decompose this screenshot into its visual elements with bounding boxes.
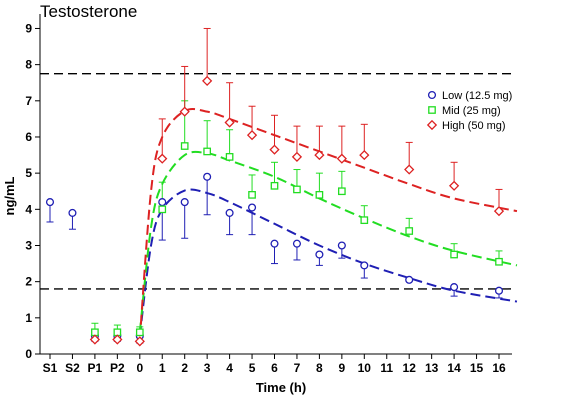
x-tick-label: 12	[403, 361, 417, 375]
x-tick-label: 9	[339, 361, 346, 375]
data-point	[179, 106, 190, 117]
data-point	[495, 257, 503, 266]
chart-title: Testosterone	[40, 2, 137, 21]
data-point	[225, 208, 234, 217]
x-tick-label: 7	[294, 361, 301, 375]
data-point	[134, 336, 145, 347]
data-point	[180, 198, 189, 207]
legend-marker	[428, 106, 436, 114]
x-tick-label: P2	[110, 361, 125, 375]
x-tick-label: 8	[316, 361, 323, 375]
legend-marker	[426, 119, 438, 131]
x-axis-label: Time (h)	[256, 380, 306, 395]
data-point	[337, 187, 346, 196]
x-tick-label: P1	[88, 361, 103, 375]
x-tick-label: 3	[204, 361, 211, 375]
x-tick-label: 4	[226, 361, 233, 375]
data-point	[337, 241, 346, 250]
fit-curve	[138, 150, 518, 333]
y-tick-label: 7	[25, 94, 32, 108]
data-point	[448, 180, 460, 191]
data-point	[180, 142, 189, 150]
legend: Low (12.5 mg) Mid (25 mg) High (50 mg)	[426, 90, 512, 132]
x-tick-label: S2	[65, 361, 80, 375]
data-point	[270, 181, 279, 190]
data-point	[359, 149, 370, 161]
fit-curves	[138, 107, 518, 340]
data-point	[405, 227, 414, 235]
data-point	[224, 117, 235, 128]
data-point	[248, 203, 257, 212]
data-point	[405, 275, 414, 284]
data-point	[291, 151, 303, 162]
data-point	[45, 198, 55, 207]
data-point	[269, 144, 280, 155]
data-point	[203, 172, 212, 181]
data-point	[336, 153, 347, 164]
x-tick-label: 0	[136, 361, 143, 375]
data-point	[112, 334, 123, 345]
x-tick-label: 2	[181, 361, 188, 375]
data-point	[203, 147, 211, 156]
data-point	[292, 239, 302, 248]
x-tick-label: 11	[380, 361, 393, 375]
x-tick-label: 6	[271, 361, 278, 375]
y-tick-label: 6	[25, 130, 32, 144]
data-point	[404, 164, 415, 175]
data-point	[293, 185, 301, 194]
data-point	[89, 334, 101, 345]
legend-label: Low (12.5 mg)	[442, 90, 512, 102]
fit-curve	[138, 188, 518, 337]
data-point	[246, 130, 258, 141]
data-markers	[45, 75, 505, 347]
reference-lines	[40, 72, 512, 290]
x-tick-label: 14	[447, 361, 461, 375]
legend-label: Mid (25 mg)	[442, 105, 501, 117]
y-axis-label: ng/mL	[2, 176, 17, 215]
data-point	[450, 250, 458, 259]
x-tick-label: 10	[358, 361, 372, 375]
y-tick-label: 0	[25, 347, 32, 361]
data-point	[315, 250, 324, 259]
legend-marker	[427, 90, 437, 100]
data-point	[360, 261, 369, 270]
data-point	[360, 216, 369, 225]
x-tick-label: 16	[492, 361, 506, 375]
y-tick-label: 5	[25, 166, 32, 180]
x-tick-label: 15	[470, 361, 484, 375]
y-tick-label: 8	[25, 58, 32, 72]
legend-label: High (50 mg)	[442, 120, 506, 132]
data-point	[493, 206, 505, 217]
data-point	[315, 191, 324, 199]
y-tick-label: 4	[25, 202, 32, 216]
fit-curve	[138, 107, 518, 340]
data-point	[157, 153, 168, 164]
y-tick-label: 9	[25, 21, 32, 35]
data-point	[314, 149, 325, 161]
x-tick-label: 1	[159, 361, 166, 375]
data-point	[450, 283, 459, 292]
x-tick-label: 13	[425, 361, 439, 375]
data-point	[135, 328, 144, 337]
data-point	[248, 191, 256, 199]
data-point	[158, 198, 167, 207]
x-tick-label: 5	[249, 361, 256, 375]
data-point	[68, 208, 77, 217]
data-point	[494, 286, 504, 295]
data-point	[158, 205, 167, 214]
y-tick-label: 1	[25, 311, 32, 325]
data-point	[202, 75, 213, 87]
y-tick-label: 2	[25, 275, 32, 289]
y-tick-label: 3	[25, 238, 32, 252]
data-point	[270, 239, 279, 248]
x-tick-label: S1	[43, 361, 58, 375]
data-point	[225, 153, 234, 161]
